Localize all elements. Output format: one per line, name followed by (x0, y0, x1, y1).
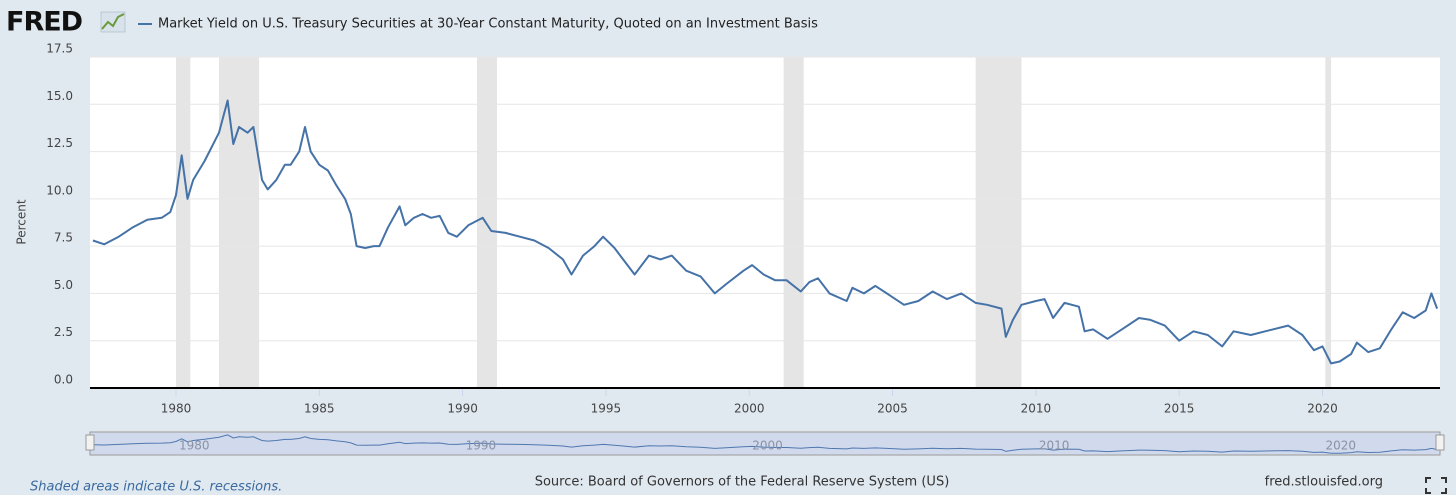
navigator-tick-label: 1980 (179, 439, 210, 453)
recession-band (783, 57, 804, 388)
navigator-tick-label: 2000 (752, 439, 783, 453)
x-tick-label: 2005 (877, 402, 908, 416)
navigator-selection (89, 431, 1441, 456)
navigator-tick-label: 1990 (466, 439, 497, 453)
x-tick-label: 1990 (447, 402, 478, 416)
navigator-handle[interactable] (1435, 434, 1445, 451)
recession-band (975, 57, 1022, 388)
x-tick-label: 1985 (304, 402, 335, 416)
navigator-tick-label: 2020 (1325, 439, 1356, 453)
recession-band (218, 57, 260, 388)
y-axis-label: Percent (15, 199, 29, 244)
chart-title: Market Yield on U.S. Treasury Securities… (158, 17, 818, 32)
logo-icon (100, 11, 126, 33)
y-tick-label: 15.0 (46, 89, 73, 103)
x-tick-label: 2015 (1164, 402, 1195, 416)
y-tick-label: 10.0 (46, 183, 73, 197)
source: Source: Board of Governors of the Federa… (535, 475, 950, 490)
y-tick-label: 12.5 (46, 136, 73, 150)
y-tick-label: 2.5 (54, 325, 73, 339)
recession-band (476, 57, 498, 388)
x-tick-label: 2010 (1021, 402, 1052, 416)
navigator-line (92, 434, 1438, 454)
x-tick-label: 1980 (161, 402, 192, 416)
recession-note: Shaded areas indicate U.S. recessions. (30, 480, 282, 495)
x-tick-label: 2000 (734, 402, 765, 416)
y-tick-label: 17.5 (46, 42, 73, 56)
x-tick-label: 2020 (1307, 402, 1338, 416)
recession-band (175, 57, 191, 388)
y-tick-label: 7.5 (54, 231, 73, 245)
y-tick-label: 5.0 (54, 278, 73, 292)
recession-band (1325, 57, 1332, 388)
y-tick-label: 0.0 (54, 373, 73, 387)
x-tick-label: 1995 (591, 402, 622, 416)
navigator (90, 432, 1440, 455)
fullscreen-icon[interactable] (1425, 477, 1447, 494)
series-line (92, 99, 1439, 365)
plot-area (90, 57, 1440, 388)
navigator-handle[interactable] (85, 434, 95, 451)
logo: FRED (6, 7, 82, 38)
site: fred.stlouisfed.org (1265, 475, 1383, 490)
navigator-tick-label: 2010 (1039, 439, 1070, 453)
